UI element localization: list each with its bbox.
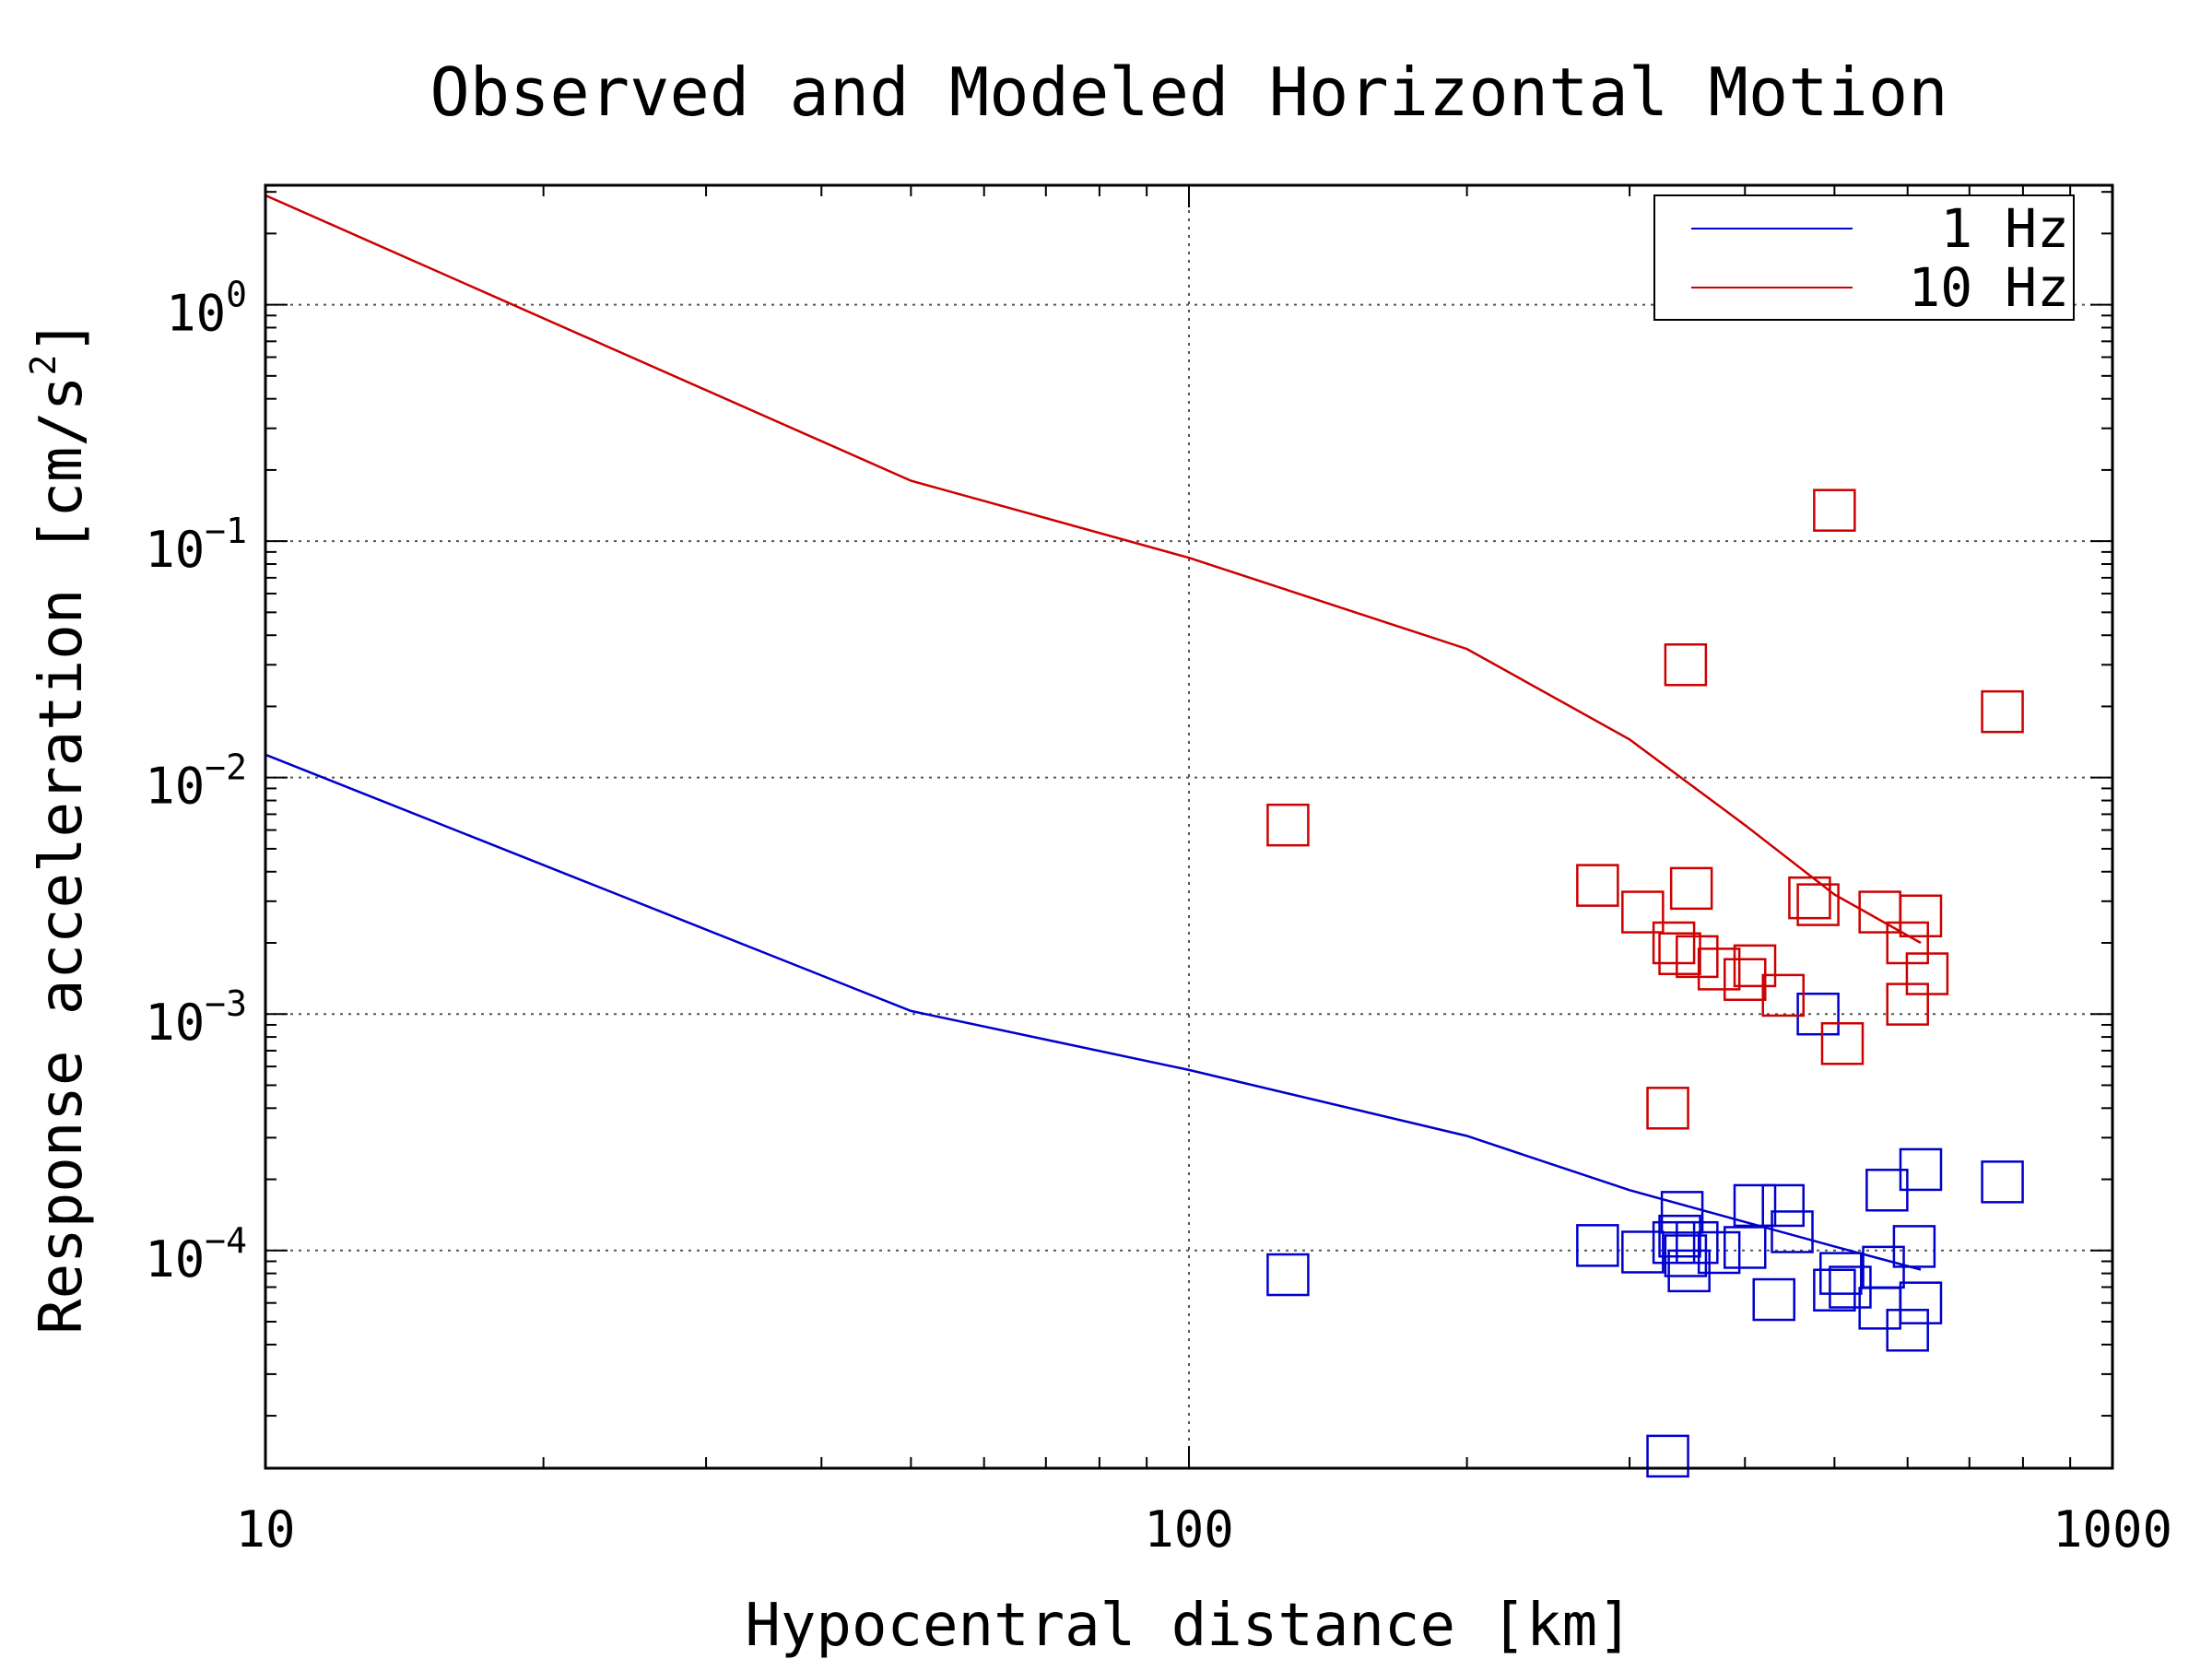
data-point-1hz	[1813, 1268, 1856, 1312]
data-point-1hz	[1752, 1277, 1795, 1322]
data-point-10hz	[1646, 1087, 1689, 1130]
data-point-10hz	[1664, 643, 1708, 687]
series-line-10hz	[265, 194, 1922, 945]
y-tick-label: 10−2	[145, 747, 247, 816]
data-point-10hz	[1981, 689, 2024, 734]
y-tick-label-base: 10	[145, 994, 205, 1052]
x-tick-label: 100	[1144, 1500, 1234, 1559]
data-point-1hz	[1819, 1252, 1863, 1295]
x-tick-label: 10	[235, 1500, 295, 1559]
data-point-1hz	[1621, 1230, 1665, 1274]
y-axis-label: Response acceleration [cm/s2]	[23, 319, 96, 1335]
data-point-10hz	[1813, 488, 1856, 532]
y-tick-label: 10−4	[145, 1220, 247, 1288]
data-point-10hz	[1733, 944, 1777, 988]
legend-label-1hz: 1 Hz	[1940, 197, 2069, 260]
data-point-1hz	[1892, 1225, 1936, 1268]
y-axis-label-main: Response acceleration [cm/s	[28, 376, 96, 1335]
x-tick-label: 1000	[2053, 1500, 2172, 1559]
data-point-1hz	[1886, 1309, 1929, 1352]
legend-label-10hz: 10 Hz	[1908, 256, 2069, 319]
data-point-1hz	[1899, 1147, 1943, 1192]
data-point-10hz	[1266, 803, 1310, 847]
data-point-10hz	[1905, 952, 1949, 995]
data-point-1hz	[1796, 992, 1840, 1036]
y-tick-label-exponent: −2	[205, 747, 247, 788]
y-tick-label-exponent: −1	[205, 511, 247, 551]
data-point-10hz	[1658, 932, 1701, 975]
data-point-1hz	[1576, 1224, 1619, 1267]
data-point-1hz	[1646, 1434, 1689, 1478]
grid-lines	[265, 185, 2112, 1468]
data-point-1hz	[1266, 1253, 1310, 1297]
data-point-1hz	[1660, 1191, 1704, 1234]
legend: 1 Hz 10 Hz	[1653, 194, 2075, 321]
data-point-10hz	[1796, 883, 1840, 926]
y-tick-label-base: 10	[145, 758, 205, 816]
y-tick-label-exponent: −3	[205, 983, 247, 1024]
y-axis-label-close: ]	[28, 319, 96, 355]
axis-ticks	[265, 185, 2112, 1468]
y-tick-label-exponent: 0	[226, 275, 247, 315]
legend-box	[1653, 194, 2075, 321]
chart-title: Observed and Modeled Horizontal Motion	[429, 53, 1947, 131]
y-tick-label-base: 10	[145, 1230, 205, 1288]
data-point-1hz	[1664, 1234, 1708, 1277]
y-tick-label: 100	[166, 275, 247, 343]
data-point-10hz	[1621, 890, 1665, 934]
y-tick-label-base: 10	[145, 521, 205, 579]
y-tick-label: 10−3	[145, 983, 247, 1052]
data-point-10hz	[1652, 921, 1696, 965]
data-point-1hz	[1676, 1220, 1719, 1265]
y-tick-label-base: 10	[166, 285, 226, 343]
data-point-10hz	[1669, 866, 1713, 911]
data-point-1hz	[1667, 1249, 1711, 1293]
data-point-10hz	[1676, 935, 1719, 979]
data-point-1hz	[1652, 1220, 1696, 1265]
data-point-10hz	[1788, 876, 1831, 920]
y-tick-label: 10−1	[145, 511, 247, 579]
data-point-1hz	[1761, 1183, 1805, 1228]
data-point-1hz	[1724, 1226, 1767, 1269]
data-point-10hz	[1761, 973, 1805, 1018]
data-point-10hz	[1899, 894, 1943, 938]
x-axis-label: Hypocentral distance [km]	[745, 1592, 1632, 1659]
data-point-10hz	[1576, 864, 1619, 907]
data-point-1hz	[1733, 1183, 1777, 1228]
data-point-1hz	[1981, 1160, 2024, 1204]
data-point-1hz	[1771, 1210, 1814, 1253]
data-point-10hz	[1820, 1022, 1865, 1065]
plot-series	[265, 194, 2024, 1478]
y-tick-label-exponent: −4	[205, 1220, 247, 1261]
series-line-1hz	[265, 753, 1922, 1271]
data-point-1hz	[1899, 1281, 1943, 1324]
data-point-1hz	[1697, 1230, 1741, 1275]
y-axis-label-superscript: 2	[23, 355, 64, 376]
data-point-10hz	[1724, 958, 1767, 1001]
data-point-10hz	[1697, 947, 1741, 991]
